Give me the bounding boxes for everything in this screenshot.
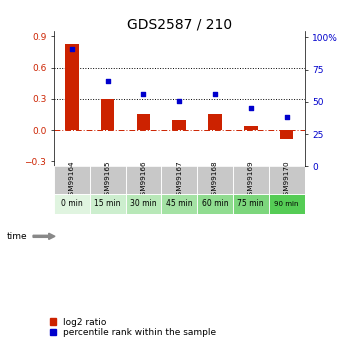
Point: [284, 115, 290, 120]
Bar: [126, 167, 161, 194]
Bar: [269, 194, 304, 214]
Bar: [197, 194, 233, 214]
Bar: [126, 194, 161, 214]
Point: [141, 91, 146, 97]
Bar: [280, 130, 293, 139]
Bar: [54, 194, 90, 214]
Bar: [90, 167, 126, 194]
Point: [69, 46, 74, 52]
Bar: [90, 194, 126, 214]
Bar: [244, 126, 258, 130]
Text: 30 min: 30 min: [130, 199, 157, 208]
Text: 45 min: 45 min: [166, 199, 192, 208]
Point: [212, 91, 218, 97]
Bar: [54, 167, 90, 194]
Bar: [172, 120, 186, 130]
Text: 90 min: 90 min: [274, 201, 299, 207]
Bar: [137, 115, 150, 130]
Bar: [101, 99, 114, 130]
Text: 0 min: 0 min: [61, 199, 83, 208]
Text: 60 min: 60 min: [202, 199, 228, 208]
Point: [105, 79, 110, 84]
Point: [248, 106, 254, 111]
Text: GSM99169: GSM99169: [248, 160, 254, 200]
Bar: [233, 167, 269, 194]
Bar: [161, 194, 197, 214]
Text: GSM99166: GSM99166: [141, 160, 147, 200]
Text: 75 min: 75 min: [237, 199, 264, 208]
Bar: [161, 167, 197, 194]
Text: 15 min: 15 min: [94, 199, 121, 208]
Text: GSM99170: GSM99170: [284, 160, 290, 200]
Bar: [197, 167, 233, 194]
Text: GSM99164: GSM99164: [69, 160, 75, 200]
Title: GDS2587 / 210: GDS2587 / 210: [127, 17, 232, 31]
Text: time: time: [7, 232, 27, 241]
Bar: [269, 167, 304, 194]
Legend: log2 ratio, percentile rank within the sample: log2 ratio, percentile rank within the s…: [50, 318, 216, 337]
Bar: [208, 115, 222, 130]
Bar: [65, 43, 79, 130]
Text: GSM99165: GSM99165: [105, 160, 111, 200]
Text: GSM99167: GSM99167: [176, 160, 182, 200]
Point: [176, 98, 182, 104]
Text: GSM99168: GSM99168: [212, 160, 218, 200]
Bar: [233, 194, 269, 214]
